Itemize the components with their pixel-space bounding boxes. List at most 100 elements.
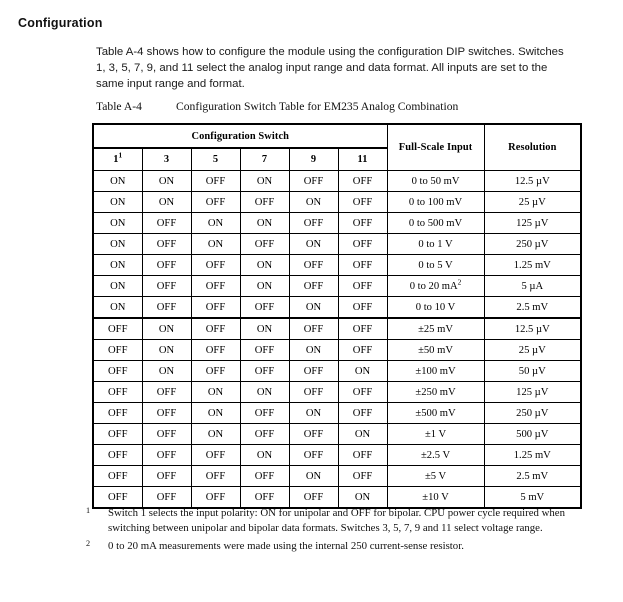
resolution-cell: 500 µV <box>483 423 582 445</box>
switch-state-cell: OFF <box>288 360 339 382</box>
switch-state-cell: OFF <box>288 423 339 445</box>
switch-state-cell: OFF <box>141 212 192 234</box>
switch-state-cell: OFF <box>190 444 241 466</box>
full-scale-input-cell: 0 to 100 mV <box>386 191 485 213</box>
full-scale-input-cell: 0 to 50 mV <box>386 170 485 192</box>
switch-state-cell: ON <box>337 360 388 382</box>
switch-state-cell: OFF <box>337 339 388 361</box>
resolution-cell: 1.25 mV <box>483 254 582 276</box>
switch-state-cell: ON <box>141 191 192 213</box>
switch-state-cell: OFF <box>141 254 192 276</box>
switch-state-cell: ON <box>288 296 339 319</box>
resolution-cell: 5 mV <box>483 486 582 509</box>
table-row: OFF OFF ON OFF ON OFF ±500 mV 250 µV <box>92 402 582 424</box>
table-row: OFF ON OFF OFF ON OFF ±50 mV 25 µV <box>92 339 582 361</box>
table-row: OFF ON OFF ON OFF OFF ±25 mV 12.5 µV <box>92 317 582 340</box>
switch-state-cell: OFF <box>190 254 241 276</box>
header-switch-11: 11 <box>337 147 388 171</box>
switch-state-cell: OFF <box>141 486 192 509</box>
switch-state-cell: OFF <box>239 465 290 487</box>
footnote-marker: 2 <box>86 538 91 548</box>
full-scale-input-cell: ±1 V <box>386 423 485 445</box>
footnote-text: 0 to 20 mA measurements were made using … <box>108 539 464 552</box>
table-row: OFF OFF OFF ON OFF OFF ±2.5 V 1.25 mV <box>92 444 582 466</box>
switch-state-cell: OFF <box>337 296 388 319</box>
switch-state-cell: ON <box>288 402 339 424</box>
switch-state-cell: OFF <box>92 381 143 403</box>
resolution-cell: 5 µA <box>483 275 582 297</box>
table-caption-label: Table A-4 <box>96 100 142 113</box>
switch-state-cell: OFF <box>239 402 290 424</box>
switch-state-cell: ON <box>92 191 143 213</box>
switch-state-cell: OFF <box>239 191 290 213</box>
resolution-cell: 125 µV <box>483 212 582 234</box>
full-scale-input-cell: 0 to 1 V <box>386 233 485 255</box>
switch-state-cell: ON <box>141 360 192 382</box>
switch-state-cell: ON <box>239 381 290 403</box>
switch-state-cell: ON <box>190 212 241 234</box>
switch-state-cell: ON <box>288 191 339 213</box>
table-row: OFF ON OFF OFF OFF ON ±100 mV 50 µV <box>92 360 582 382</box>
switch-state-cell: OFF <box>239 233 290 255</box>
switch-state-cell: ON <box>288 233 339 255</box>
switch-state-cell: OFF <box>190 191 241 213</box>
table-row: ON OFF OFF ON OFF OFF 0 to 5 V 1.25 mV <box>92 254 582 276</box>
switch-state-cell: OFF <box>288 317 339 340</box>
table-group-header-row: Configuration Switch Full-Scale Input Re… <box>92 123 582 171</box>
switch-state-cell: ON <box>337 423 388 445</box>
switch-state-cell: ON <box>288 465 339 487</box>
switch-state-cell: ON <box>190 423 241 445</box>
full-scale-input-cell: ±25 mV <box>386 317 485 340</box>
switch-state-cell: OFF <box>239 423 290 445</box>
table-caption-text: Configuration Switch Table for EM235 Ana… <box>176 100 459 113</box>
switch-state-cell: OFF <box>190 275 241 297</box>
resolution-cell: 25 µV <box>483 191 582 213</box>
switch-state-cell: ON <box>141 339 192 361</box>
header-switch-1: 11 <box>92 147 143 171</box>
switch-state-cell: OFF <box>288 444 339 466</box>
switch-state-cell: OFF <box>92 444 143 466</box>
switch-state-cell: OFF <box>92 465 143 487</box>
resolution-cell: 2.5 mV <box>483 296 582 319</box>
current-range-footnote-marker: 2 <box>457 276 462 286</box>
footnotes: 1 Switch 1 selects the input polarity: ON… <box>86 506 606 556</box>
switch-state-cell: OFF <box>239 339 290 361</box>
header-switch-5: 5 <box>190 147 241 171</box>
resolution-cell: 1.25 mV <box>483 444 582 466</box>
switch-state-cell: OFF <box>190 170 241 192</box>
switch-state-cell: ON <box>92 212 143 234</box>
full-scale-input-cell: 0 to 10 V <box>386 296 485 319</box>
full-scale-input-cell: ±100 mV <box>386 360 485 382</box>
switch-state-cell: OFF <box>190 360 241 382</box>
full-scale-input-cell: ±10 V <box>386 486 485 509</box>
switch-state-cell: ON <box>190 381 241 403</box>
table-row: OFF OFF ON OFF OFF ON ±1 V 500 µV <box>92 423 582 445</box>
full-scale-input-cell: ±250 mV <box>386 381 485 403</box>
switch-state-cell: OFF <box>92 317 143 340</box>
switch-state-cell: OFF <box>190 486 241 509</box>
switch-state-cell: ON <box>288 339 339 361</box>
switch-state-cell: OFF <box>337 212 388 234</box>
resolution-cell: 250 µV <box>483 233 582 255</box>
switch-state-cell: OFF <box>190 339 241 361</box>
switch-state-cell: OFF <box>337 191 388 213</box>
switch-state-cell: OFF <box>337 170 388 192</box>
configuration-switch-table: Configuration Switch Full-Scale Input Re… <box>92 123 583 509</box>
resolution-cell: 125 µV <box>483 381 582 403</box>
switch-state-cell: ON <box>337 486 388 509</box>
full-scale-input-cell: ±50 mV <box>386 339 485 361</box>
switch-state-cell: OFF <box>92 423 143 445</box>
switch-state-cell: OFF <box>288 212 339 234</box>
switch-state-cell: OFF <box>288 486 339 509</box>
footnote-marker: 1 <box>86 506 91 515</box>
switch-state-cell: ON <box>141 170 192 192</box>
switch-state-cell: ON <box>239 275 290 297</box>
switch-state-cell: ON <box>239 170 290 192</box>
header-switch-9: 9 <box>288 147 339 171</box>
switch-state-cell: OFF <box>141 423 192 445</box>
switch-state-cell: OFF <box>190 296 241 319</box>
switch-state-cell: ON <box>190 402 241 424</box>
full-scale-input-cell: 0 to 500 mV <box>386 212 485 234</box>
resolution-cell: 250 µV <box>483 402 582 424</box>
full-scale-input-cell: 0 to 5 V <box>386 254 485 276</box>
